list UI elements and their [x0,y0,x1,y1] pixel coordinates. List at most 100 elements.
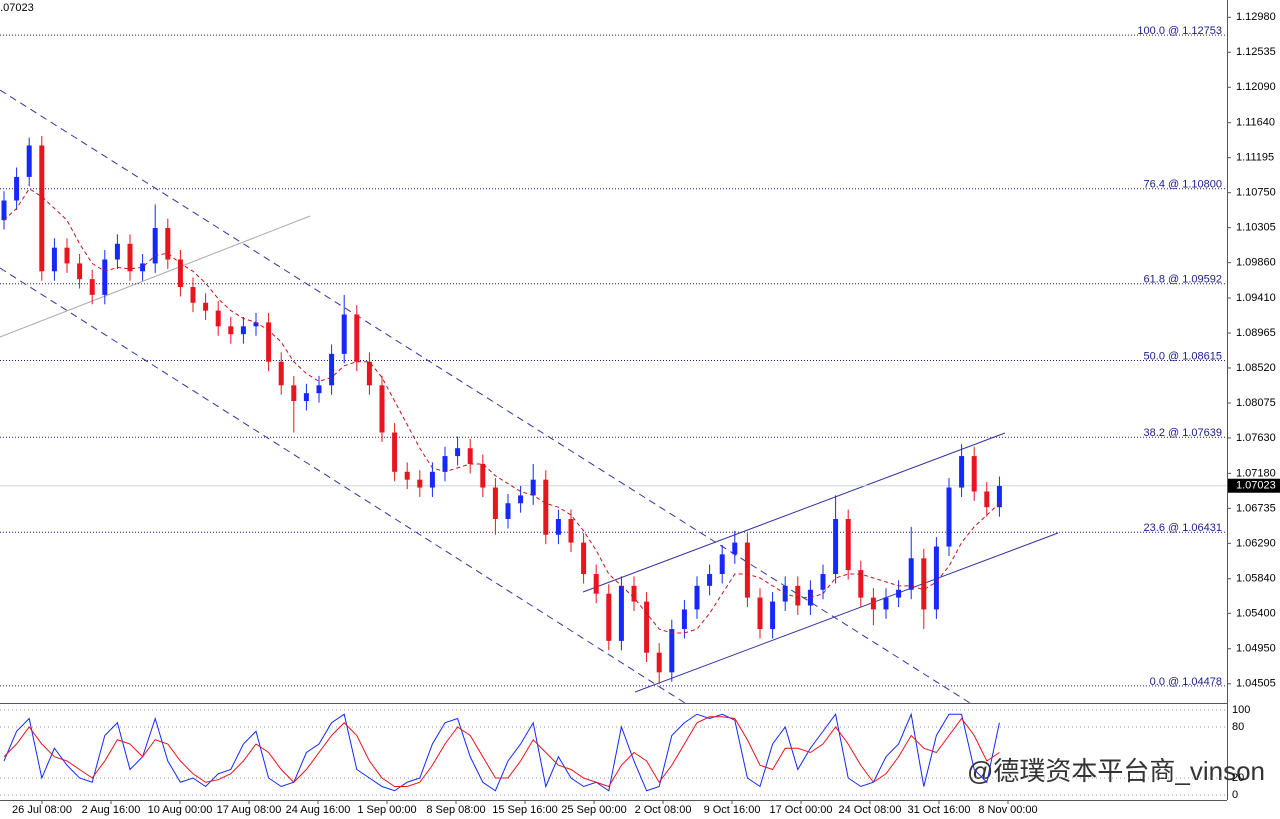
x-tick-label: 2 Oct 08:00 [635,804,692,816]
candle-body [354,314,360,362]
x-tick-label: 15 Sep 16:00 [492,804,557,816]
y-tick-label: 1.12535 [1236,46,1276,58]
x-tick-label: 24 Aug 16:00 [286,804,351,816]
trend-line [0,215,311,338]
current-price-box [1228,478,1280,493]
candle-body [921,558,927,610]
candle-body [480,463,486,488]
candle-body [984,491,990,508]
candle-body [291,385,297,402]
candle-body [883,597,889,610]
x-tick-label: 8 Sep 08:00 [426,804,485,816]
channel-line [0,89,971,704]
x-tick-label: 25 Sep 00:00 [561,804,626,816]
y-tick-label: 1.06290 [1236,537,1276,549]
candle-body [303,393,309,402]
candle-body [833,518,839,575]
y-tick-label: 1.10750 [1236,187,1276,199]
candle-body [253,322,259,327]
candle-body [190,287,196,303]
candle-body [1,200,7,221]
candle-body [114,243,120,260]
candle-body [707,574,713,586]
y-tick-label: 1.10305 [1236,222,1276,234]
osc-line [3,716,1000,788]
candle-body [39,145,45,272]
candle-body [266,322,272,362]
candle-body [165,228,171,260]
x-tick-label: 9 Oct 16:00 [704,804,761,816]
candle-body [971,456,977,492]
candle-body [455,448,461,457]
candle-body [770,601,776,630]
osc-tick-label: 100 [1232,704,1250,716]
fib-label: 38.2 @ 1.07639 [1144,427,1222,439]
y-tick-label: 1.08075 [1236,397,1276,409]
candle-body [732,542,738,555]
y-tick-label: 1.12980 [1236,11,1276,23]
candle-body [177,259,183,288]
candle-body [442,456,448,472]
candle-body [505,503,511,519]
candle-body [845,518,851,571]
candle-body [366,361,372,386]
candle-body [429,471,435,488]
x-tick-label: 17 Aug 08:00 [217,804,282,816]
osc-tick-label: 80 [1232,721,1244,733]
candle-body [89,279,95,295]
y-tick-label: 1.07630 [1236,432,1276,444]
osc-tick-label: 0 [1232,789,1238,801]
candle-body [908,558,914,590]
y-tick-label: 1.04505 [1236,678,1276,690]
candle-body [946,487,952,547]
candle-body [631,585,637,602]
candle-body [530,479,536,496]
osc-line [3,712,1000,792]
y-tick-label: 1.06735 [1236,502,1276,514]
candle-body [719,554,725,575]
watermark: @德璞资本平台商_vinson [967,756,1265,786]
candle-body [543,479,549,535]
x-tick-label: 24 Oct 08:00 [839,804,902,816]
candle-body [820,574,826,590]
candle-body [555,518,561,535]
channel-line [582,432,1006,593]
channel-line [0,267,686,704]
candle-body [77,263,83,280]
candle-body [102,259,108,295]
candle-body [896,589,902,598]
candle-body [795,585,801,606]
x-tick-label: 8 Nov 00:00 [978,804,1037,816]
y-tick-label: 1.12090 [1236,81,1276,93]
candle-body [215,310,221,327]
candle-body [568,518,574,543]
candle-body [203,302,209,311]
candle-body [858,570,864,598]
candle-body [694,585,700,610]
x-tick-label: 2 Aug 16:00 [82,804,141,816]
x-tick-label: 1 Sep 00:00 [357,804,416,816]
candle-body [379,385,385,433]
candle-body [870,597,876,610]
candle-body [51,247,57,272]
candle-body [392,432,398,472]
candle-body [228,326,234,335]
y-tick-label: 1.11640 [1236,117,1275,129]
y-tick-label: 1.04950 [1236,643,1276,655]
candle-body [417,479,423,488]
x-tick-label: 31 Oct 16:00 [908,804,971,816]
fib-label: 61.8 @ 1.09592 [1144,274,1222,286]
candle-body [933,546,939,610]
fib-label: 0.0 @ 1.04478 [1150,676,1222,688]
candle-body [959,456,965,488]
candle-body [316,385,322,394]
candle-body [492,487,498,519]
candle-body [341,314,347,354]
y-tick-label: 1.08520 [1236,362,1276,374]
y-tick-label: 1.09860 [1236,257,1276,269]
candle-body [744,542,750,598]
x-tick-label: 10 Aug 00:00 [148,804,213,816]
x-tick-label: 26 Jul 08:00 [12,804,72,816]
